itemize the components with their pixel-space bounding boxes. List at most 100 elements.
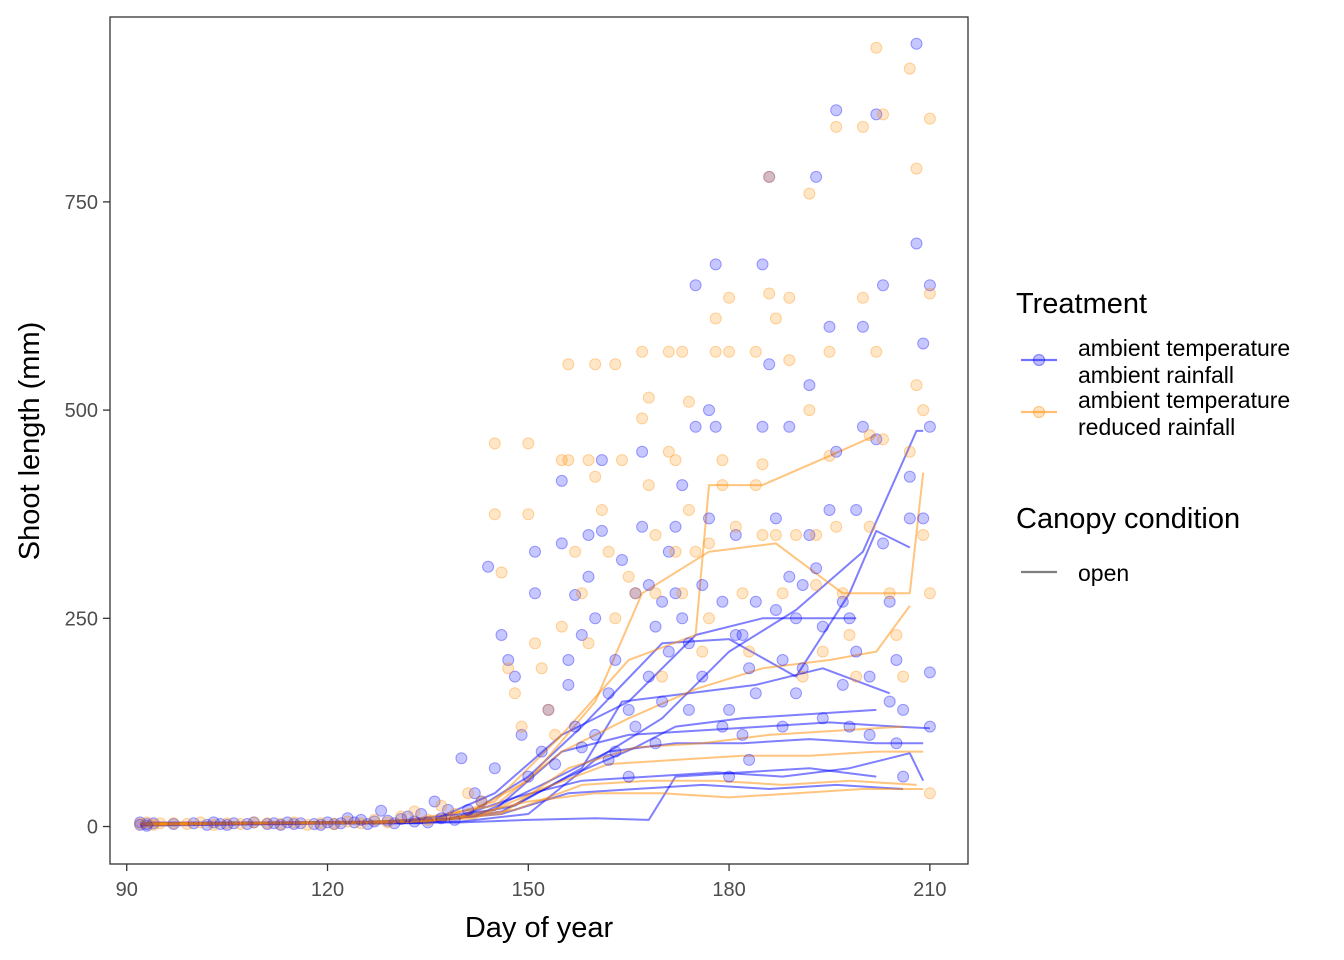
point-reduced-108: [843, 629, 856, 641]
point-ambient-102: [703, 512, 715, 525]
point-ambient-35: [408, 815, 421, 828]
point-reduced-52: [609, 358, 622, 371]
series-line-ambient-7: [140, 767, 877, 826]
point-ambient-97: [689, 279, 702, 292]
legend-label-reduced-line1: ambient temperature: [1078, 387, 1290, 413]
point-ambient-96: [682, 703, 695, 716]
point-ambient-134: [810, 562, 823, 575]
x-tick-label: 150: [512, 879, 545, 901]
point-reduced-105: [830, 120, 843, 133]
point-reduced-23: [421, 813, 434, 826]
point-ambient-15: [268, 817, 280, 830]
point-ambient-93: [676, 479, 689, 492]
point-reduced-25: [448, 808, 461, 820]
point-ambient-2: [140, 818, 153, 830]
series-line-ambient-4: [146, 738, 924, 825]
point-ambient-109: [729, 529, 742, 541]
x-tick-label: 120: [311, 879, 344, 901]
point-reduced-7: [207, 818, 220, 831]
point-reduced-1: [140, 816, 153, 829]
point-ambient-170: [923, 720, 936, 733]
point-ambient-10: [221, 818, 234, 831]
point-ambient-166: [917, 512, 930, 525]
point-ambient-88: [656, 695, 669, 708]
series-line-reduced-11: [146, 472, 925, 825]
point-ambient-64: [575, 629, 588, 641]
point-reduced-68: [676, 345, 689, 358]
point-reduced-85: [749, 345, 762, 358]
point-reduced-53: [609, 612, 622, 625]
point-ambient-4: [147, 817, 160, 830]
x-axis: 90 120 150 180 210: [116, 864, 947, 901]
point-ambient-126: [783, 570, 796, 583]
point-ambient-14: [261, 818, 274, 830]
point-ambient-1: [134, 816, 147, 829]
legend-key-ambient: [1021, 353, 1057, 367]
point-ambient-114: [743, 753, 756, 766]
point-reduced-57: [636, 345, 649, 358]
point-ambient-53: [529, 545, 541, 558]
point-reduced-77: [709, 345, 722, 358]
point-ambient-72: [602, 687, 615, 700]
point-ambient-127: [790, 612, 802, 625]
point-ambient-81: [636, 445, 649, 458]
point-ambient-25: [341, 812, 354, 825]
point-ambient-26: [348, 816, 361, 829]
point-ambient-30: [375, 804, 388, 817]
point-ambient-105: [716, 595, 729, 608]
y-tick-label: 250: [65, 608, 98, 630]
point-reduced-72: [689, 545, 702, 558]
point-reduced-50: [595, 504, 608, 516]
point-ambient-152: [870, 433, 883, 446]
x-tick-label: 180: [712, 879, 745, 901]
y-axis: 0 250 500 750: [65, 192, 110, 839]
point-ambient-163: [910, 37, 923, 50]
point-ambient-92: [669, 587, 682, 600]
point-reduced-14: [301, 818, 314, 831]
point-ambient-158: [890, 737, 903, 750]
point-ambient-74: [609, 654, 622, 666]
point-reduced-55: [622, 570, 635, 583]
point-reduced-80: [723, 291, 736, 304]
point-reduced-71: [682, 504, 695, 516]
point-reduced-87: [756, 458, 769, 471]
point-reduced-63: [656, 670, 669, 683]
point-ambient-5: [167, 818, 180, 830]
y-tick-label: 750: [65, 192, 98, 214]
point-ambient-112: [736, 728, 749, 741]
point-ambient-143: [843, 612, 856, 625]
point-ambient-140: [830, 445, 843, 458]
point-ambient-45: [475, 795, 488, 808]
point-ambient-154: [877, 537, 889, 550]
legend-label-ambient-line1: ambient temperature: [1078, 335, 1290, 361]
point-reduced-119: [890, 629, 903, 641]
point-ambient-153: [877, 279, 889, 292]
point-ambient-43: [462, 803, 475, 816]
point-reduced-51: [602, 545, 615, 558]
point-reduced-99: [803, 404, 816, 417]
point-reduced-26: [462, 787, 475, 800]
point-reduced-40: [555, 454, 568, 467]
scatter-points: [134, 37, 936, 832]
point-ambient-120: [763, 358, 776, 371]
point-ambient-125: [783, 420, 796, 433]
point-ambient-118: [756, 420, 769, 433]
point-ambient-63: [569, 589, 582, 601]
point-ambient-76: [616, 554, 628, 566]
point-reduced-20: [381, 816, 394, 829]
point-reduced-76: [709, 312, 722, 325]
point-ambient-33: [395, 813, 408, 825]
point-ambient-56: [542, 703, 555, 716]
point-reduced-104: [823, 449, 836, 462]
point-ambient-128: [790, 687, 802, 700]
point-reduced-56: [629, 587, 642, 600]
y-tick-label: 500: [65, 400, 98, 422]
point-reduced-10: [247, 816, 260, 829]
point-reduced-37: [535, 662, 548, 675]
point-ambient-90: [662, 645, 675, 658]
point-ambient-139: [830, 104, 843, 117]
point-reduced-84: [743, 645, 756, 658]
point-ambient-106: [716, 720, 729, 733]
point-reduced-39: [549, 728, 562, 741]
point-ambient-91: [669, 520, 682, 533]
